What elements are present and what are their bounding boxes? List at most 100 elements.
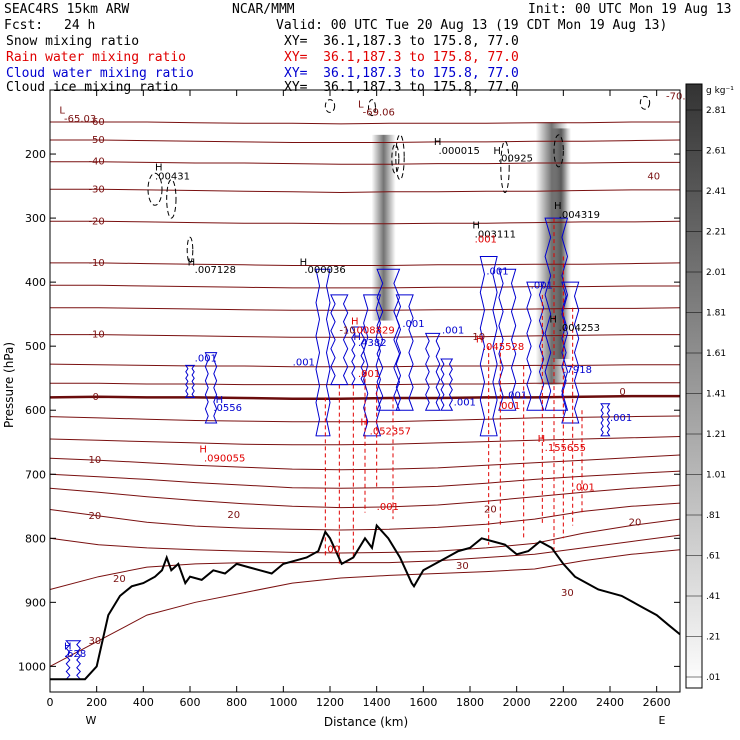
contour-annotation: 20 [484, 505, 497, 516]
colorbar-label: .21 [706, 633, 720, 643]
contour-annotation: .00925 [498, 154, 533, 165]
axis-ticks: 0 200 400 600 800 1000 1200 1400 1600 1800 2000 220… [18, 90, 680, 709]
colorbar-label: 1.61 [706, 349, 726, 359]
contour-annotation: .001 [505, 391, 527, 402]
cloud-water-contour [362, 294, 382, 437]
colorbar-label: .81 [706, 511, 720, 521]
field-xy-rain: XY= 36.1,187.3 to 175.8, 77.0 [284, 50, 519, 65]
isotherm-label: -30 [88, 184, 104, 195]
contour-annotation: -69.06 [363, 108, 395, 119]
field-name-rain: Rain water mixing ratio [6, 50, 187, 65]
cloud-water-contour [330, 294, 349, 386]
contour-annotation: .001 [475, 234, 497, 245]
field-xy-cloud-ice: XY= 36.1,187.3 to 175.8, 77.0 [284, 80, 519, 95]
isotherm-line [50, 262, 681, 266]
x-tick-label: 2400 [596, 696, 624, 709]
x-tick-label: 0 [47, 696, 54, 709]
colorbar-unit: g kg⁻¹ [706, 86, 734, 96]
contour-annotation: H [199, 444, 207, 455]
colorbar-label: 1.81 [706, 309, 726, 319]
isotherm-line [50, 161, 680, 165]
cloud-ice-contour [553, 134, 564, 168]
contour-annotation: 20 [113, 574, 126, 585]
contour-annotation: .001 [486, 266, 508, 277]
cloud-ice-contour [368, 99, 376, 117]
contour-annotation: .090055 [204, 453, 245, 464]
contour-annotation: .00431 [155, 172, 190, 183]
colorbar-label: 2.61 [706, 147, 726, 157]
colorbar-label: 2.21 [706, 228, 726, 238]
x-tick-label: 2000 [503, 696, 531, 709]
contour-annotation: H [155, 163, 163, 174]
y-tick-label: 400 [25, 276, 46, 289]
isotherm-line [50, 334, 680, 338]
temperature-isotherms: -60 -50 -40 -30 -20 -10 -10 10 20 30 0 [49, 117, 681, 667]
cloud-water-contour [395, 294, 414, 411]
contour-annotation: 20 [629, 517, 642, 528]
cloud-water-contours [65, 217, 611, 680]
y-axis-label: Pressure (hPa) [2, 342, 16, 428]
isotherm-label: 10 [88, 455, 101, 466]
field-name-cloud-ice: Cloud ice mixing ratio [6, 80, 179, 95]
contour-annotation: H [493, 146, 501, 157]
contour-annotation: -10 [339, 325, 355, 336]
contour-annotation: .001 [573, 482, 595, 493]
x-tick-label: 200 [86, 696, 107, 709]
colorbar-label: 2.01 [706, 268, 726, 278]
cloud-water-contour [600, 403, 611, 437]
field-name-cloud-water: Cloud water mixing ratio [6, 66, 194, 81]
cloud-water-contour [498, 268, 517, 411]
isotherm-line [50, 188, 680, 194]
isotherm-line [49, 363, 680, 368]
x-axis-label: Distance (km) [324, 715, 408, 729]
y-tick-label: 500 [25, 340, 46, 353]
model-title: SEAC4RS 15km ARW [4, 2, 130, 17]
isotherm-label: 30 [88, 636, 101, 647]
colorbar-label: .01 [706, 673, 720, 683]
isotherm-line [50, 284, 680, 289]
contour-annotation: .007128 [195, 265, 236, 276]
contour-annotation: H [64, 642, 72, 653]
contour-annotation: 20 [227, 510, 240, 521]
cloud-ice-contour [324, 99, 336, 113]
contour-annotation: .001 [402, 319, 424, 330]
cloud-water-contour [184, 364, 196, 398]
contour-annotation: -70.49 [666, 92, 698, 103]
cloud-ice-contour [639, 95, 651, 110]
cloud-water-contour [561, 281, 580, 424]
contour-annotation: .4382 [358, 338, 387, 349]
contour-annotation: .001 [610, 413, 632, 424]
isotherm-line [50, 307, 681, 311]
colorbar-ramp [685, 83, 703, 689]
contour-annotation: H [188, 257, 196, 268]
contour-annotation: .045528 [483, 342, 524, 353]
y-tick-label: 1000 [18, 660, 46, 673]
zero-isotherm-line [49, 394, 680, 400]
x-end-label-west: W [86, 714, 97, 727]
isotherm-label: -50 [88, 135, 104, 146]
contour-annotation: .7918 [563, 365, 592, 376]
cloud-ice-contours [147, 95, 651, 264]
cloud-water-contour [350, 326, 366, 386]
contour-annotation: H [549, 314, 557, 325]
cloud-ice-contour [147, 172, 163, 206]
colorbar: g kg⁻¹ .01 .21 .41 .61 .81 1.01 1.21 1.41 1.61 1.… [685, 83, 734, 689]
contour-annotation: .001 [377, 502, 399, 513]
init-time: Init: 00 UTC Mon 19 Aug 13 [528, 2, 732, 17]
contour-annotation: H [360, 418, 368, 429]
contour-annotation: 0 [619, 387, 625, 398]
plot-frame [49, 89, 681, 693]
isotherm-label: -60 [88, 117, 104, 128]
cloud-water-contour [65, 640, 82, 680]
x-tick-label: 1400 [363, 696, 391, 709]
cloud-water-contour [526, 281, 545, 411]
contour-annotation: -65.03 [64, 114, 96, 125]
colorbar-label: 1.01 [706, 471, 726, 481]
cloud-water-contour [376, 268, 401, 411]
forecast-value: 24 h [64, 18, 96, 33]
x-tick-label: 400 [133, 696, 154, 709]
y-tick-label: 700 [25, 468, 46, 481]
isotherm-label: -20 [88, 216, 104, 227]
isotherm-line [50, 220, 681, 225]
